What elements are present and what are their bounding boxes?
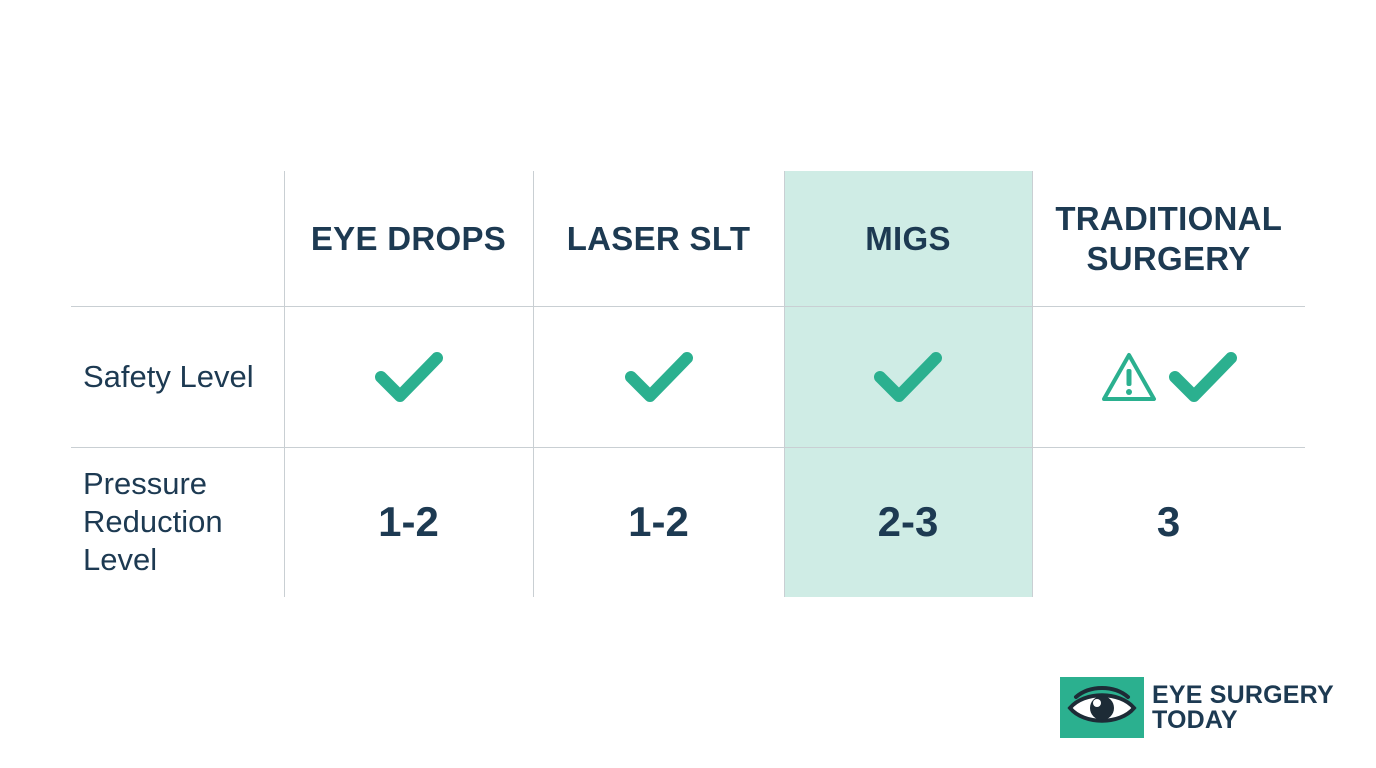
col-header-migs: MIGS	[865, 219, 951, 257]
brand-logo: EYE SURGERY TODAY	[1060, 677, 1334, 738]
check-icon	[1168, 349, 1238, 405]
safety-laser-slt-cell	[533, 306, 784, 447]
eye-icon	[1060, 677, 1144, 738]
grid-hline-1	[71, 306, 1305, 307]
grid-vline-1	[284, 171, 285, 597]
col-header-eye-drops: EYE DROPS	[310, 219, 507, 257]
safety-eye-drops-cell	[284, 306, 533, 447]
safety-traditional-surgery-cell	[1032, 306, 1305, 447]
grid-hline-2	[71, 447, 1305, 448]
brand-name: EYE SURGERY TODAY	[1152, 680, 1334, 734]
col-header-traditional-surgery: TRADITIONAL SURGERY	[1055, 199, 1283, 277]
pressure-laser-slt-value: 1-2	[628, 498, 689, 545]
col-header-laser-slt: LASER SLT	[566, 219, 751, 257]
row-label-safety-level: Safety Level	[83, 358, 254, 394]
brand-name-line2: TODAY	[1152, 705, 1238, 734]
grid-vline-3	[784, 171, 785, 597]
check-icon	[374, 349, 444, 405]
warning-icon	[1100, 351, 1158, 403]
check-icon	[873, 349, 943, 405]
pressure-eye-drops-value: 1-2	[378, 498, 439, 545]
pressure-traditional-surgery-value: 3	[1156, 498, 1181, 545]
brand-name-line1: EYE SURGERY	[1152, 680, 1334, 709]
grid-vline-4	[1032, 171, 1033, 597]
check-icon	[624, 349, 694, 405]
safety-migs-cell	[784, 306, 1032, 447]
grid-vline-2	[533, 171, 534, 597]
row-label-pressure-reduction: Pressure Reduction Level	[83, 466, 223, 577]
pressure-migs-value: 2-3	[877, 498, 939, 545]
